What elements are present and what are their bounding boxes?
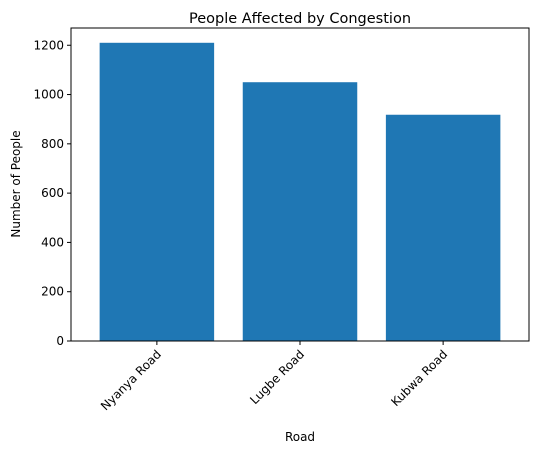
y-tick-label: 1200 — [33, 38, 64, 52]
y-axis-label: Number of People — [9, 130, 23, 237]
y-tick-label: 600 — [41, 186, 64, 200]
x-axis: Nyanya Road Lugbe Road Kubwa Road — [98, 341, 450, 413]
bar-lugbe-road — [242, 82, 358, 341]
y-tick-label: 800 — [41, 137, 64, 151]
y-axis: 0 200 400 600 800 1000 1200 — [33, 38, 71, 348]
chart-title: People Affected by Congestion — [189, 11, 411, 27]
y-tick-label: 400 — [41, 235, 64, 249]
y-tick-label: 1000 — [33, 88, 64, 102]
bar-kubwa-road — [385, 114, 501, 341]
x-tick-label: Lugbe Road — [247, 347, 307, 407]
bars-group — [99, 42, 501, 341]
y-tick-label: 200 — [41, 285, 64, 299]
x-axis-label: Road — [285, 430, 315, 444]
x-tick-label: Kubwa Road — [388, 347, 450, 409]
bar-nyanya-road — [99, 42, 215, 341]
x-tick-label: Nyanya Road — [98, 347, 164, 413]
plot-frame — [70, 27, 530, 342]
y-tick-label: 0 — [56, 334, 64, 348]
